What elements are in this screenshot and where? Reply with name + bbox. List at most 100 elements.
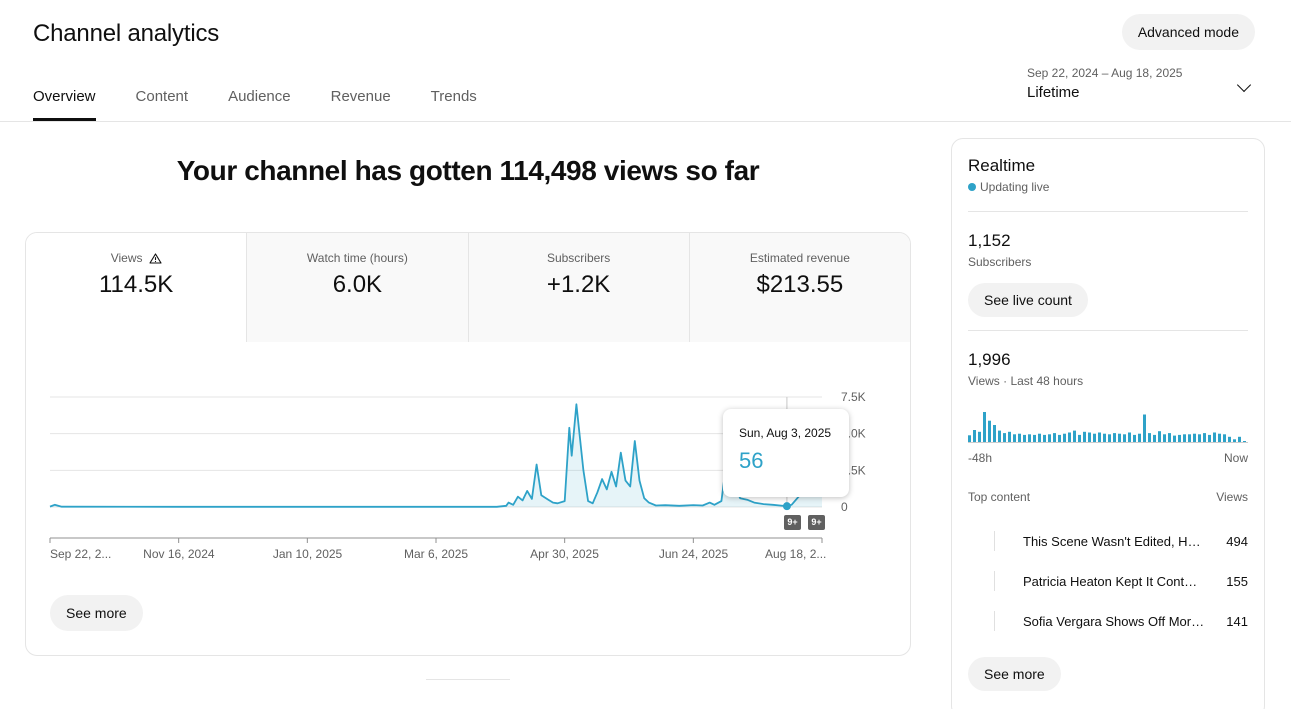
realtime-bar	[1003, 433, 1006, 443]
realtime-bar	[993, 425, 996, 443]
realtime-see-more-button[interactable]: See more	[968, 657, 1061, 691]
views-overview-card: Views 114.5K Watch time (hours) 6.0K Sub…	[25, 232, 911, 656]
views-line-chart[interactable]: 02.5K5.0K7.5K	[26, 373, 911, 553]
tab-trends[interactable]: Trends	[430, 88, 477, 105]
realtime-bar	[1008, 431, 1011, 443]
video-views: 494	[1226, 533, 1248, 549]
realtime-subscribers-label: Subscribers	[968, 255, 1032, 269]
realtime-bar	[1183, 434, 1186, 443]
metric-views-label: Views	[110, 251, 143, 265]
realtime-subscribers-value: 1,152	[968, 231, 1011, 250]
realtime-bar	[968, 435, 971, 443]
divider	[968, 330, 1248, 331]
y-tick-label: 0	[841, 500, 848, 514]
realtime-bar	[1108, 434, 1111, 443]
realtime-bar	[1198, 434, 1201, 443]
see-more-button[interactable]: See more	[50, 595, 143, 631]
realtime-bar	[1103, 433, 1106, 443]
realtime-bar	[1138, 433, 1141, 443]
live-dot-icon	[968, 183, 976, 191]
metric-watch-time-label: Watch time (hours)	[306, 251, 408, 265]
realtime-bar	[1073, 430, 1076, 443]
tab-overview[interactable]: Overview	[33, 78, 96, 122]
realtime-bar	[1223, 434, 1226, 443]
top-content-item[interactable]: Sofia Vergara Shows Off More Than Expect…	[968, 606, 1248, 636]
realtime-bar	[1018, 433, 1021, 443]
mini-axis-end: Now	[1223, 451, 1248, 465]
metric-tabs: Views 114.5K Watch time (hours) 6.0K Sub…	[26, 233, 910, 342]
realtime-bar	[1013, 434, 1016, 443]
x-axis-labels: Sep 22, 2... Nov 16, 2024 Jan 10, 2025 Mar …	[26, 547, 910, 563]
realtime-bar	[1058, 434, 1061, 443]
realtime-bar	[1208, 434, 1211, 443]
realtime-views-label: Views · Last 48 hours	[968, 374, 1084, 388]
tab-content[interactable]: Content	[135, 88, 189, 105]
realtime-bar	[1173, 435, 1176, 443]
realtime-bar	[1033, 434, 1036, 443]
video-views: 155	[1226, 573, 1248, 589]
warning-triangle-icon	[148, 252, 162, 264]
realtime-bar	[973, 430, 976, 443]
realtime-bar	[1083, 431, 1086, 443]
y-tick-label: 7.5K	[841, 390, 866, 404]
video-thumbnail	[968, 527, 1023, 555]
x-tick-label: Aug 18, 2...	[765, 547, 827, 561]
top-content-views-label: Views	[1216, 490, 1248, 504]
realtime-bar	[1218, 433, 1221, 443]
realtime-bar	[983, 412, 986, 443]
advanced-mode-button[interactable]: Advanced mode	[1121, 14, 1255, 50]
live-status: Updating live	[968, 180, 1049, 194]
realtime-bar	[1113, 433, 1116, 443]
tab-audience[interactable]: Audience	[228, 88, 291, 105]
metric-subscribers-label: Subscribers	[546, 251, 611, 265]
realtime-bar	[978, 431, 981, 443]
top-content-header: Top content Views	[968, 490, 1248, 504]
date-range-label: Lifetime	[1027, 84, 1080, 101]
x-tick-label: Sep 22, 2...	[50, 547, 112, 561]
realtime-bar	[1078, 434, 1081, 443]
video-thumbnail	[968, 607, 1023, 635]
realtime-bar	[998, 430, 1001, 443]
tabs-divider	[0, 121, 1291, 122]
scroll-indicator	[426, 679, 510, 680]
tooltip-date: Sun, Aug 3, 2025	[739, 426, 832, 440]
metric-revenue-label: Estimated revenue	[749, 251, 850, 265]
realtime-bar	[1118, 433, 1121, 443]
video-count-badge[interactable]: 9+	[784, 515, 801, 530]
date-range-picker[interactable]: Sep 22, 2024 – Aug 18, 2025 Lifetime	[1027, 66, 1255, 110]
realtime-bar	[1053, 433, 1056, 443]
realtime-title: Realtime	[968, 156, 1036, 175]
live-status-label: Updating live	[980, 180, 1050, 194]
divider	[968, 211, 1248, 212]
metric-views[interactable]: Views 114.5K	[26, 233, 247, 342]
realtime-bar	[1188, 434, 1191, 443]
realtime-bar	[1168, 433, 1171, 443]
realtime-bar	[1178, 434, 1181, 443]
metric-subscribers-value: +1.2K	[546, 271, 611, 298]
chart-tooltip: Sun, Aug 3, 2025 56	[723, 409, 849, 497]
top-content-item[interactable]: Patricia Heaton Kept It Contained 155	[968, 566, 1248, 596]
tab-bar: Overview Content Audience Revenue Trends	[33, 78, 517, 122]
video-thumbnail	[968, 567, 1023, 595]
metric-watch-time[interactable]: Watch time (hours) 6.0K	[246, 233, 468, 342]
realtime-bar	[1148, 433, 1151, 443]
metric-revenue[interactable]: Estimated revenue $213.55	[688, 233, 910, 342]
metric-subscribers[interactable]: Subscribers +1.2K	[467, 233, 689, 342]
realtime-bar	[1133, 434, 1136, 443]
top-content-item[interactable]: This Scene Wasn't Edited, Here's What Re…	[968, 526, 1248, 556]
mini-axis-start: -48h	[968, 451, 993, 465]
tab-revenue[interactable]: Revenue	[330, 88, 391, 105]
x-tick-label: Nov 16, 2024	[143, 547, 215, 561]
x-tick-label: Jun 24, 2025	[658, 547, 729, 561]
realtime-views-bar-chart[interactable]	[968, 407, 1248, 443]
video-views: 141	[1226, 613, 1248, 629]
see-live-count-button[interactable]: See live count	[968, 283, 1088, 317]
tooltip-value: 56	[739, 448, 764, 473]
metric-watch-time-value: 6.0K	[332, 271, 383, 298]
realtime-bar	[988, 420, 991, 443]
video-title: Patricia Heaton Kept It Contained	[1023, 573, 1216, 589]
realtime-bar	[1123, 434, 1126, 443]
metric-views-label-row: Views	[26, 251, 246, 265]
video-count-badge[interactable]: 9+	[808, 515, 825, 530]
realtime-card: Realtime Updating live 1,152 Subscribers…	[951, 138, 1265, 709]
